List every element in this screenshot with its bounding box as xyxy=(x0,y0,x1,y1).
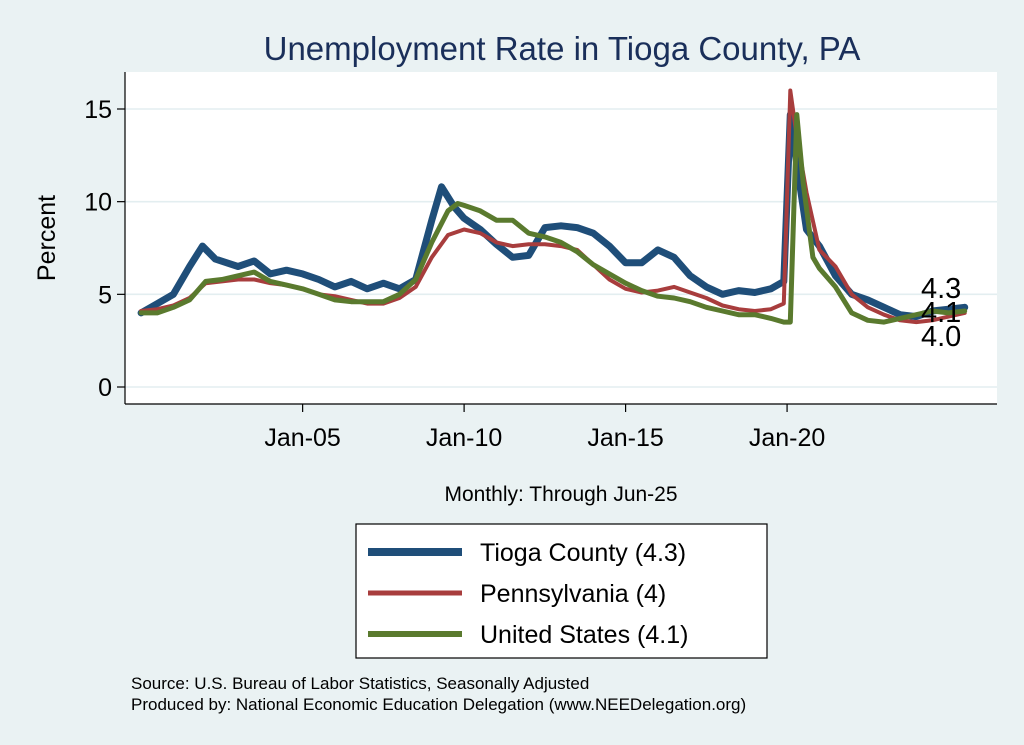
series-line-2 xyxy=(138,112,968,325)
legend-label: Pennsylvania (4) xyxy=(480,580,666,608)
x-tick-label: Jan-05 xyxy=(264,424,340,452)
x-tick-label: Jan-15 xyxy=(587,424,663,452)
source-line: Source: U.S. Bureau of Labor Statistics,… xyxy=(131,674,589,693)
end-labels: 4.34.14.0 xyxy=(921,273,961,353)
end-label: 4.0 xyxy=(921,321,961,353)
end-label: 4.3 xyxy=(921,273,961,305)
plot-area xyxy=(125,72,997,404)
series-lines xyxy=(137,88,969,325)
y-tick-label: 5 xyxy=(98,281,112,309)
end-label: 4.1 xyxy=(921,297,961,329)
legend: Tioga County (4.3) Pennsylvania (4) United… xyxy=(368,539,688,649)
y-tick-label: 10 xyxy=(84,189,112,217)
legend-label: United States (4.1) xyxy=(480,621,688,649)
x-tick-label: Jan-20 xyxy=(749,424,825,452)
legend-label: Tioga County (4.3) xyxy=(480,539,686,567)
y-axis-label: Percent xyxy=(33,195,61,281)
x-axis-label: Monthly: Through Jun-25 xyxy=(444,483,677,506)
x-tick-label: Jan-10 xyxy=(426,424,502,452)
y-tick-label: 0 xyxy=(98,374,112,402)
axes: 0 5 10 15 Jan-05 Jan-10 Jan-15 Jan-20 xyxy=(84,72,997,452)
chart-title: Unemployment Rate in Tioga County, PA xyxy=(264,30,861,67)
y-tick-label: 15 xyxy=(84,96,112,124)
producer-line: Produced by: National Economic Education… xyxy=(131,695,746,714)
